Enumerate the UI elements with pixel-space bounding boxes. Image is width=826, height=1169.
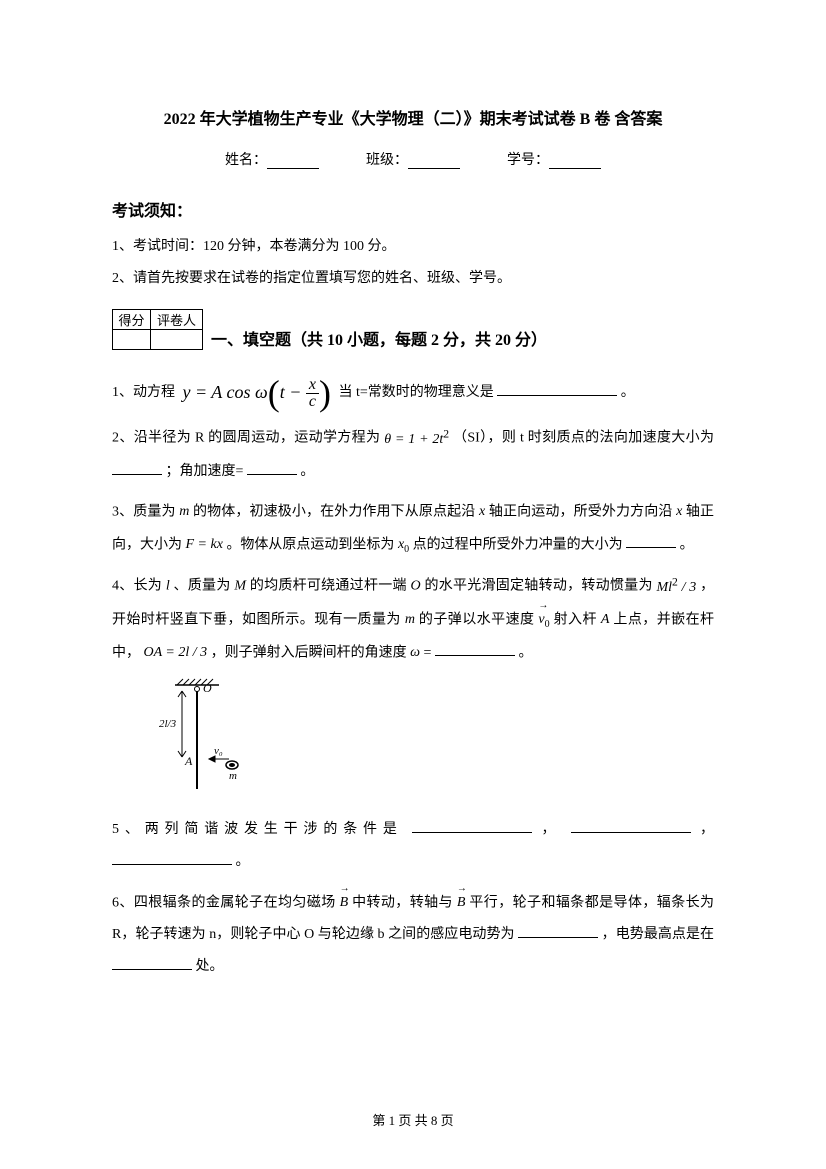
q2-eq: θ = 1 + 2t2	[384, 432, 449, 447]
q4-v0: v0	[538, 604, 549, 636]
score-header: 得分	[113, 310, 151, 330]
q4-prefix: 4、长为	[112, 579, 166, 594]
q3-p4: 。物体从原点运动到坐标为	[226, 537, 398, 552]
q2-period: 。	[300, 464, 314, 479]
notice-header: 考试须知：	[112, 197, 714, 221]
q5-blank-3[interactable]	[112, 851, 232, 865]
q3-p2: 轴正向运动，所受外力方向沿	[489, 505, 676, 520]
q2-blank-1[interactable]	[112, 461, 162, 475]
diagram-A-label: A	[184, 754, 193, 768]
q1-equation: y = A cos ω(t − xc)	[183, 372, 331, 413]
exam-title: 2022 年大学植物生产专业《大学物理（二）》期末考试试卷 B 卷 含答案	[112, 105, 714, 129]
page-footer: 第 1 页 共 8 页	[0, 1110, 826, 1129]
q4-equals: =	[424, 645, 432, 660]
q4-omega: ω	[410, 645, 420, 660]
q5-period: 。	[236, 854, 250, 869]
q4-p8: ，则子弹射入后瞬间杆的角速度	[211, 645, 411, 660]
q4-l: l	[166, 579, 170, 594]
q2-sep: ；角加速度=	[166, 464, 244, 479]
q3-m: m	[179, 504, 189, 519]
q4-blank[interactable]	[435, 642, 515, 656]
reviewer-header: 评卷人	[151, 310, 203, 330]
q3-x0: x0	[398, 537, 409, 552]
score-table: 得分 评卷人	[112, 309, 203, 350]
q1-period: 。	[621, 385, 635, 400]
question-3: 3、质量为 m 的物体，初速极小，在外力作用下从原点起沿 x 轴正向运动，所受外…	[112, 496, 714, 561]
reviewer-cell[interactable]	[151, 330, 203, 350]
name-label: 姓名：	[225, 153, 267, 168]
q5-prefix: 5、两列简谐波发生干涉的条件是	[112, 822, 403, 837]
class-blank[interactable]	[408, 155, 460, 169]
q5-sep2: ，	[700, 822, 714, 837]
diagram-v0-label: v₀	[214, 745, 223, 757]
q5-blank-1[interactable]	[412, 819, 532, 833]
class-label: 班级：	[366, 153, 408, 168]
q1-suffix: 当 t=常数时的物理意义是	[338, 385, 493, 400]
q3-x1: x	[479, 504, 485, 519]
q3-p1: 的物体，初速极小，在外力作用下从原点起沿	[193, 505, 479, 520]
notice-1: 1、考试时间：120 分钟，本卷满分为 100 分。	[112, 233, 714, 261]
diagram-m-label: m	[229, 770, 237, 782]
q4-eq2: OA = 2l / 3	[144, 645, 208, 660]
q1-blank[interactable]	[497, 382, 617, 396]
q5-blank-2[interactable]	[571, 819, 691, 833]
diagram-O-label: O	[203, 681, 212, 695]
q4-A: A	[601, 612, 610, 627]
q4-m: m	[405, 612, 415, 627]
question-1: 1、动方程 y = A cos ω(t − xc) 当 t=常数时的物理意义是 …	[112, 372, 714, 413]
q6-prefix: 6、四根辐条的金属轮子在均匀磁场	[112, 895, 340, 910]
q6-p4: 处。	[196, 959, 224, 974]
score-cell[interactable]	[113, 330, 151, 350]
q6-B2: B	[457, 887, 466, 919]
q5-sep1: ，	[541, 822, 561, 837]
q4-diagram: O 2l/3 A v₀ m	[157, 677, 714, 802]
diagram-dist-label: 2l/3	[159, 718, 177, 730]
q2-blank-2[interactable]	[247, 461, 297, 475]
q2-mid: （SI），则 t 时刻质点的法向加速度大小为	[453, 431, 714, 446]
q6-p3: ，电势最高点是在	[602, 927, 714, 942]
q3-period: 。	[680, 537, 694, 552]
question-2: 2、沿半径为 R 的圆周运动，运动学方程为 θ = 1 + 2t2 （SI），则…	[112, 421, 714, 488]
q3-prefix: 3、质量为	[112, 505, 179, 520]
student-info-line: 姓名： 班级： 学号：	[112, 149, 714, 169]
name-blank[interactable]	[267, 155, 319, 169]
notice-2: 2、请首先按要求在试卷的指定位置填写您的姓名、班级、学号。	[112, 265, 714, 293]
q4-p2: 的均质杆可绕通过杆一端	[250, 579, 411, 594]
question-4: 4、长为 l 、质量为 M 的均质杆可绕通过杆一端 O 的水平光滑固定轴转动，转…	[112, 569, 714, 669]
q4-p1: 、质量为	[174, 579, 235, 594]
q4-M: M	[234, 579, 246, 594]
q3-blank[interactable]	[626, 534, 676, 548]
q1-prefix: 1、动方程	[112, 385, 175, 400]
q6-blank-2[interactable]	[112, 956, 192, 970]
q4-p5: 的子弹以水平速度	[419, 613, 539, 628]
rod-diagram-svg: O 2l/3 A v₀ m	[157, 677, 247, 797]
q2-prefix: 2、沿半径为 R 的圆周运动，运动学方程为	[112, 431, 384, 446]
q4-O: O	[411, 579, 421, 594]
id-label: 学号：	[507, 153, 549, 168]
question-6: 6、四根辐条的金属轮子在均匀磁场 B 中转动，转轴与 B 平行，轮子和辐条都是导…	[112, 887, 714, 984]
q4-period: 。	[518, 645, 532, 660]
q6-blank-1[interactable]	[518, 924, 598, 938]
q3-p5: 点的过程中所受外力冲量的大小为	[413, 537, 623, 552]
question-5: 5、两列简谐波发生干涉的条件是 ， ， 。	[112, 814, 714, 878]
section-1-header: 得分 评卷人 一、填空题（共 10 小题，每题 2 分，共 20 分）	[112, 297, 714, 356]
q4-eq1: Ml2 / 3	[656, 580, 696, 595]
section-1-title: 一、填空题（共 10 小题，每题 2 分，共 20 分）	[211, 326, 547, 356]
q4-p3: 的水平光滑固定轴转动，转动惯量为	[424, 579, 656, 594]
q6-B1: B	[340, 887, 349, 919]
q3-x2: x	[676, 504, 682, 519]
q6-p1: 中转动，转轴与	[352, 895, 457, 910]
q3-eq: F = kx	[186, 537, 223, 552]
id-blank[interactable]	[549, 155, 601, 169]
q4-p6: 射入杆	[554, 613, 601, 628]
